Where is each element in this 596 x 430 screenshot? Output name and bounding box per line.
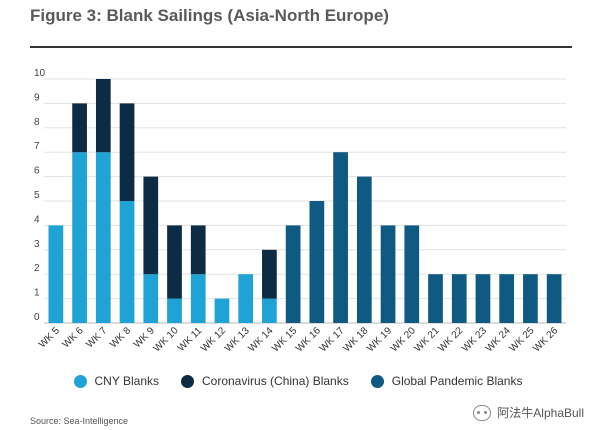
x-tick-label: WK 11 bbox=[176, 325, 205, 354]
x-tick-label: WK 23 bbox=[460, 325, 489, 354]
bar-segment bbox=[523, 274, 538, 323]
bar-segment bbox=[499, 274, 515, 323]
bar-segment bbox=[72, 152, 87, 323]
bar-segment bbox=[119, 201, 135, 323]
x-tick-label: WK 24 bbox=[484, 325, 513, 354]
x-tick-label: WK 6 bbox=[61, 325, 86, 350]
legend-label: Coronavirus (China) Blanks bbox=[202, 374, 349, 388]
bar-segment bbox=[143, 176, 159, 275]
bar-segment bbox=[285, 225, 301, 323]
x-tick-label: WK 25 bbox=[508, 325, 537, 354]
legend-swatch bbox=[73, 374, 87, 388]
y-tick-label: 5 bbox=[34, 190, 40, 201]
bar-segment bbox=[356, 176, 372, 323]
x-tick-label: WK 17 bbox=[318, 325, 347, 354]
bar-segment bbox=[214, 298, 230, 323]
chart-legend: CNY Blanks Coronavirus (China) Blanks Glob… bbox=[0, 374, 596, 388]
x-tick-label: WK 13 bbox=[223, 325, 252, 354]
bar-segment bbox=[238, 274, 254, 323]
legend-item: CNY Blanks bbox=[73, 374, 159, 388]
x-tick-label: WK 8 bbox=[108, 325, 133, 350]
y-tick-label: 2 bbox=[34, 263, 40, 274]
x-tick-label: WK 26 bbox=[531, 325, 560, 354]
bar-segment bbox=[48, 225, 64, 323]
x-tick-label: WK 19 bbox=[365, 325, 394, 354]
y-tick-label: 4 bbox=[34, 214, 40, 225]
x-tick-label: WK 12 bbox=[199, 325, 228, 354]
bar-segment bbox=[190, 274, 206, 323]
y-tick-label: 3 bbox=[34, 239, 40, 250]
chart-title: Figure 3: Blank Sailings (Asia-North Eur… bbox=[30, 6, 389, 25]
bar-segment bbox=[404, 225, 420, 323]
legend-swatch bbox=[370, 374, 384, 388]
bar-segment bbox=[262, 298, 277, 323]
bar-segment bbox=[143, 274, 159, 323]
x-tick-label: WK 22 bbox=[436, 325, 465, 354]
x-tick-label: WK 15 bbox=[270, 325, 299, 354]
bar-segment bbox=[546, 274, 562, 323]
x-tick-label: WK 20 bbox=[389, 325, 418, 354]
x-tick-label: WK 5 bbox=[37, 325, 62, 350]
legend-swatch bbox=[181, 374, 194, 388]
source-note: Source: Sea-Intelligence bbox=[30, 416, 129, 426]
y-tick-label: 6 bbox=[34, 166, 40, 177]
bar-segment bbox=[451, 274, 467, 323]
wechat-icon bbox=[473, 404, 492, 421]
bar-segment bbox=[333, 152, 348, 323]
bar-segment bbox=[428, 274, 443, 323]
y-tick-label: 7 bbox=[34, 141, 40, 152]
title-divider bbox=[30, 46, 572, 48]
y-tick-label: 9 bbox=[34, 92, 40, 103]
bar-segment bbox=[262, 249, 277, 299]
bar-segment bbox=[309, 201, 325, 323]
watermark-text: 阿法牛AlphaBull bbox=[497, 406, 584, 420]
x-tick-label: WK 16 bbox=[294, 325, 323, 354]
bar-segment bbox=[72, 103, 87, 153]
bar-segment bbox=[380, 225, 396, 323]
y-tick-label: 0 bbox=[34, 312, 40, 323]
bar-segment bbox=[475, 274, 491, 323]
y-tick-label: 10 bbox=[34, 68, 46, 79]
legend-item: Global Pandemic Blanks bbox=[370, 374, 523, 388]
x-tick-label: WK 18 bbox=[341, 325, 370, 354]
bar-segment bbox=[95, 152, 111, 323]
watermark: 阿法牛AlphaBull bbox=[473, 404, 584, 421]
x-tick-label: WK 21 bbox=[413, 325, 442, 354]
y-tick-label: 1 bbox=[34, 288, 40, 299]
x-tick-label: WK 14 bbox=[247, 325, 276, 354]
x-tick-label: WK 10 bbox=[152, 325, 181, 354]
legend-label: CNY Blanks bbox=[94, 374, 159, 388]
x-tick-label: WK 7 bbox=[84, 325, 109, 350]
bar-segment bbox=[167, 225, 182, 299]
bar-segment bbox=[95, 79, 111, 153]
legend-label: Global Pandemic Blanks bbox=[391, 374, 523, 388]
bar-segment bbox=[190, 225, 206, 275]
legend-item: Coronavirus (China) Blanks bbox=[181, 374, 349, 388]
bar-segment bbox=[119, 103, 135, 201]
y-tick-label: 8 bbox=[34, 117, 40, 128]
bar-segment bbox=[167, 298, 182, 323]
